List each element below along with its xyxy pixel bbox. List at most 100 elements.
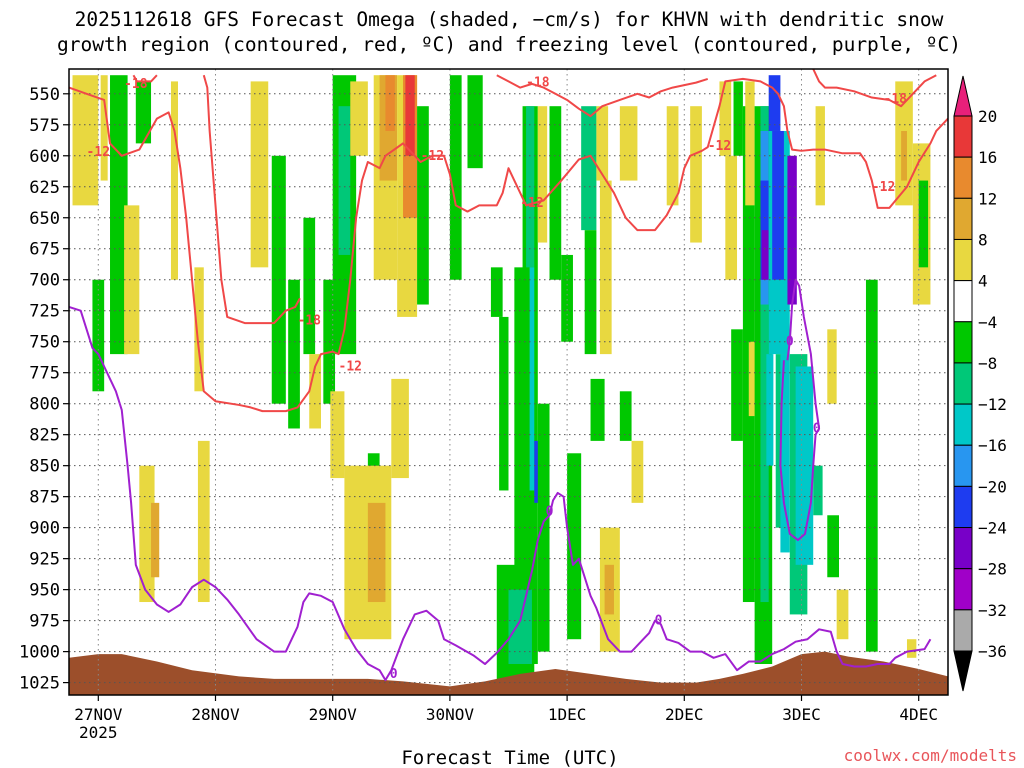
- y-tick-label: 775: [29, 364, 60, 384]
- colorbar-label: −32: [978, 601, 1007, 620]
- contour-label: 0: [546, 505, 554, 520]
- omega-cell: [72, 75, 99, 206]
- colorbar-bin: [953, 115, 973, 158]
- omega-cell: [619, 391, 632, 441]
- omega-cell: [827, 515, 840, 578]
- omega-cell: [725, 155, 738, 280]
- y-tick-label: 850: [29, 457, 60, 477]
- x-tick-label: 29NOV: [309, 705, 358, 724]
- colorbar-label: 20: [978, 107, 997, 126]
- omega-cell: [537, 403, 550, 652]
- x-tick-label: 2DEC: [665, 705, 704, 724]
- y-tick-label: 650: [29, 209, 60, 229]
- colorbar: 20 16 12 8 4 −4 −8 −12 −16 −20 −24 −28 −32 −36: [953, 75, 1007, 692]
- omega-cell: [584, 230, 597, 355]
- omega-cell: [827, 329, 837, 404]
- omega-cell: [508, 589, 532, 665]
- omega-cell: [561, 254, 573, 342]
- y-tick-label: 1000: [19, 643, 60, 663]
- omega-cell: [549, 106, 562, 280]
- contour-label: -12: [708, 139, 731, 154]
- contour--12: [69, 77, 948, 413]
- omega-cell: [250, 81, 269, 268]
- omega-cell: [92, 279, 105, 392]
- y-tick-label: 975: [29, 612, 60, 632]
- omega-cell: [787, 155, 797, 305]
- contour--18: [496, 74, 709, 118]
- omega-cell: [865, 279, 878, 652]
- colorbar-label: 12: [978, 189, 997, 208]
- colorbar-bin: [953, 568, 973, 611]
- omega-cell: [288, 279, 300, 429]
- axes: 550 575 600 625 650 675 700 725 750 775 800 825 850 8…: [19, 68, 949, 742]
- colorbar-bin: [953, 444, 973, 487]
- terrain: [69, 651, 948, 695]
- omega-cell: [596, 106, 609, 181]
- omega-cell: [567, 453, 582, 640]
- y-tick-label: 700: [29, 271, 60, 291]
- colorbar-bin: [953, 321, 973, 364]
- omega-cell: [906, 639, 917, 658]
- y-tick-label: 550: [29, 85, 60, 105]
- contour-label: 0: [390, 667, 398, 682]
- omega-cell: [135, 81, 152, 144]
- y-tick-label: 950: [29, 581, 60, 601]
- contour-label: -18: [124, 77, 148, 92]
- omega-cell: [666, 106, 679, 206]
- omega-cell: [631, 440, 644, 503]
- colorbar-bin: [953, 197, 973, 240]
- omega-cell: [100, 75, 108, 181]
- omega-cell: [417, 106, 429, 305]
- y-tick-label: 725: [29, 302, 60, 322]
- x-tick-label: 27NOV: [74, 705, 123, 724]
- colorbar-label: 8: [978, 230, 988, 249]
- omega-shading: [72, 75, 931, 683]
- omega-cell: [529, 267, 535, 491]
- colorbar-bin: [953, 609, 973, 652]
- omega-cell: [690, 106, 702, 243]
- omega-cell: [619, 106, 638, 181]
- y-tick-label: 600: [29, 147, 60, 167]
- omega-cell: [194, 267, 204, 392]
- contour-label: -18: [884, 92, 908, 107]
- omega-cell: [405, 75, 415, 156]
- y-tick-label: 750: [29, 333, 60, 353]
- omega-cell: [338, 106, 351, 255]
- colorbar-label: −4: [978, 313, 997, 332]
- omega-cell: [197, 440, 210, 603]
- colorbar-label: −16: [978, 436, 1007, 455]
- omega-cell: [170, 81, 178, 280]
- y-tick-label: 875: [29, 488, 60, 508]
- contour--18: [202, 74, 301, 325]
- omega-cell: [271, 155, 286, 404]
- x-tick-label: 1DEC: [548, 705, 587, 724]
- omega-cell: [599, 180, 612, 355]
- chart-subtitle: growth region (contoured, red, ºC) and f…: [57, 33, 961, 56]
- omega-cell: [490, 267, 503, 317]
- colorbar-label: −36: [978, 642, 1007, 661]
- omega-cell: [449, 75, 462, 280]
- omega-cell: [499, 316, 509, 491]
- colorbar-label: −8: [978, 354, 997, 373]
- y-tick-label: 900: [29, 519, 60, 539]
- contour-label: -18: [298, 314, 322, 329]
- contour--18: [132, 74, 158, 83]
- colorbar-label: −20: [978, 477, 1007, 496]
- contour-label: -12: [87, 145, 110, 160]
- omega-cell: [918, 180, 929, 268]
- colorbar-label: 16: [978, 148, 997, 167]
- colorbar-top-triangle: [953, 75, 973, 117]
- omega-cell: [766, 354, 774, 466]
- terrain-fill: [69, 651, 948, 695]
- contour-0: [69, 306, 932, 682]
- omega-cell: [139, 465, 155, 603]
- omega-cell: [760, 106, 769, 603]
- colorbar-bin: [953, 238, 973, 282]
- omega-cell: [124, 205, 140, 355]
- credit-text[interactable]: coolwx.com/modelts: [844, 746, 1017, 765]
- omega-cell: [309, 354, 321, 429]
- omega-cell: [330, 391, 345, 479]
- colorbar-bin: [953, 527, 973, 570]
- contour-label: -12: [421, 149, 444, 164]
